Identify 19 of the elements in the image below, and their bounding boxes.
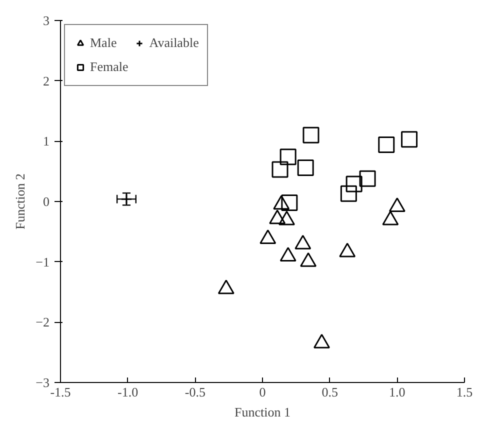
x-tick-label: -0.5 [184,384,206,400]
x-tick-label: 1.0 [389,384,406,400]
y-tick-label: −1 [36,254,50,270]
x-tick-label: -1.0 [118,384,138,400]
x-tick-label: 0 [259,384,266,400]
x-tick-label: -1.5 [50,384,71,400]
x-tick-label: 1.5 [456,384,473,400]
y-axis-title: Function 2 [12,174,28,230]
y-tick-label: −2 [36,314,50,330]
y-tick-label: 0 [43,194,50,209]
y-tick-label: 1 [43,134,50,149]
legend-label: Available [149,35,199,51]
x-axis-title: Function 1 [234,404,290,420]
x-tick-label: 0.5 [322,384,338,400]
legend-label: Male [90,35,117,51]
y-tick-label: 3 [43,13,50,28]
y-tick-label: 2 [43,73,50,88]
y-tick-label: −3 [36,375,50,390]
legend-label: Female [90,59,128,75]
